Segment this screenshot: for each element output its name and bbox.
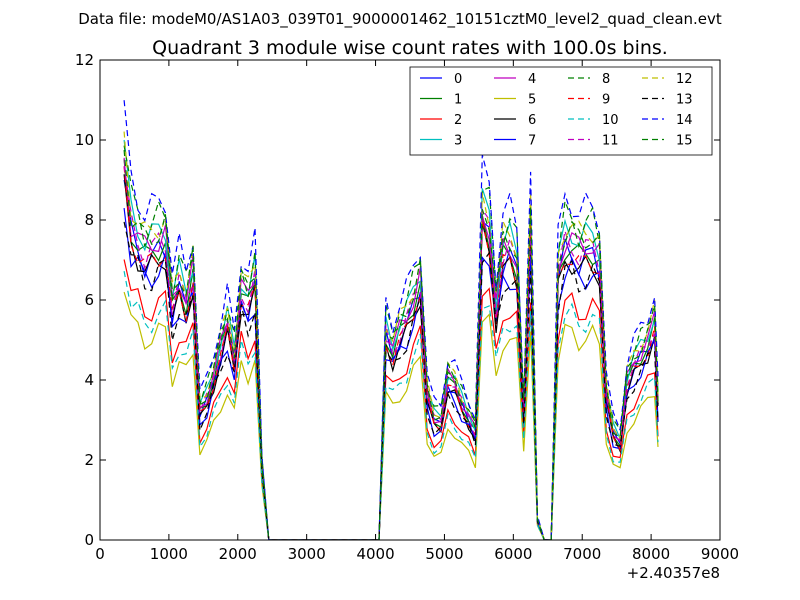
series-line-13 (123, 221, 659, 540)
x-tick-label: 4000 (356, 545, 394, 563)
legend-label-5: 5 (528, 93, 536, 108)
legend-label-13: 13 (676, 93, 693, 108)
series-line-9 (123, 166, 659, 540)
chart-title: Quadrant 3 module wise count rates with … (152, 37, 668, 59)
series-line-11 (123, 166, 659, 540)
legend-label-15: 15 (676, 134, 693, 149)
legend-label-3: 3 (454, 134, 462, 149)
legend-box (409, 66, 713, 156)
legend-label-11: 11 (602, 134, 619, 149)
legend-label-14: 14 (676, 113, 693, 128)
series-line-15 (123, 150, 659, 540)
legend-label-10: 10 (602, 113, 619, 128)
series-line-7 (123, 208, 659, 540)
legend-label-6: 6 (528, 113, 536, 128)
x-tick-label: 2000 (219, 545, 257, 563)
series-line-5 (123, 291, 659, 540)
series-line-12 (123, 131, 659, 540)
series-line-1 (123, 159, 659, 540)
x-tick-label: 5000 (425, 545, 463, 563)
series-layer (123, 100, 659, 540)
series-line-10 (123, 270, 659, 540)
series-line-2 (123, 259, 659, 540)
x-tick-label: 6000 (494, 545, 532, 563)
legend-label-4: 4 (528, 72, 536, 87)
legend-label-9: 9 (602, 93, 610, 108)
x-tick-label: 0 (95, 545, 105, 563)
axis-ticks: 0 1000 2000 3000 4000 5000 6000 7000 8000 9000 0 2 4… (75, 51, 739, 563)
legend-label-12: 12 (676, 72, 693, 87)
chart-suptitle: Data file: modeM0/AS1A03_039T01_90000014… (78, 10, 722, 29)
x-tick-label: 1000 (150, 545, 188, 563)
legend-label-7: 7 (528, 134, 536, 149)
x-tick-label: 8000 (632, 545, 670, 563)
y-tick-label: 12 (75, 51, 94, 69)
plot-area-frame (99, 59, 721, 541)
legend-label-0: 0 (454, 72, 462, 87)
series-line-6 (123, 174, 659, 540)
y-tick-label: 6 (84, 291, 94, 309)
legend-label-2: 2 (454, 113, 462, 128)
y-tick-label: 8 (84, 211, 94, 229)
legend-label-1: 1 (454, 93, 462, 108)
series-line-4 (123, 157, 659, 540)
y-tick-label: 2 (84, 451, 94, 469)
x-axis-offset-label: +2.40357e8 (627, 564, 720, 582)
y-tick-label: 10 (75, 131, 94, 149)
series-line-3 (123, 139, 659, 540)
legend-label-8: 8 (602, 72, 610, 87)
series-line-14 (123, 100, 659, 540)
x-tick-label: 3000 (288, 545, 326, 563)
x-tick-label: 7000 (563, 545, 601, 563)
x-tick-label: 9000 (701, 545, 739, 563)
y-tick-label: 4 (84, 371, 94, 389)
y-tick-label: 0 (84, 531, 94, 549)
